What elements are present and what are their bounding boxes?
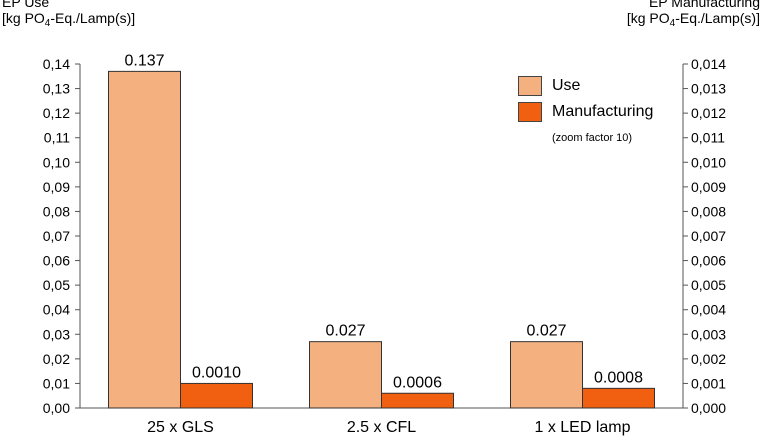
left-axis-title: EP Use [kg PO4-Eq./Lamp(s)]	[2, 0, 135, 32]
left-tick-label: 0,09	[43, 179, 70, 195]
left-tick-label: 0,02	[43, 351, 70, 367]
right-tick-label: 0,008	[691, 203, 726, 219]
left-tick-label: 0,06	[43, 253, 70, 269]
data-label-manufacturing-1: 0.0006	[393, 374, 442, 391]
right-tick-label: 0,013	[691, 81, 726, 97]
left-tick-label: 0,00	[43, 400, 70, 416]
left-tick-label: 0,07	[43, 228, 70, 244]
left-tick-label: 0,11	[44, 130, 70, 146]
right-axis-title-line2: [kg PO4-Eq./Lamp(s)]	[626, 10, 760, 29]
left-tick-label: 0,14	[43, 56, 70, 72]
category-label: 25 x GLS	[147, 419, 214, 436]
data-label-use-1: 0.027	[325, 323, 365, 340]
bar-manufacturing-1	[381, 392, 454, 409]
data-label-manufacturing-2: 0.0008	[594, 369, 643, 386]
right-tick-label: 0,012	[691, 105, 726, 121]
left-tick-label: 0,08	[43, 203, 70, 219]
bar-use-2	[510, 341, 583, 409]
right-tick-label: 0,004	[691, 302, 726, 318]
bar-manufacturing-2	[582, 387, 655, 409]
right-tick-label: 0,003	[691, 326, 726, 342]
right-tick-label: 0,014	[691, 56, 726, 72]
category-label: 2.5 x CFL	[347, 419, 416, 436]
left-tick-label: 0,10	[43, 154, 70, 170]
right-tick-label: 0,009	[691, 179, 726, 195]
data-label-manufacturing-0: 0.0010	[192, 364, 241, 381]
right-axis-title: EP Manufacturing [kg PO4-Eq./Lamp(s)]	[627, 0, 760, 32]
legend-swatch-manufacturing	[518, 102, 542, 122]
left-tick-label: 0,12	[43, 105, 70, 121]
left-tick-label: 0,01	[43, 375, 70, 391]
legend-label-use: Use	[552, 77, 581, 94]
left-tick-label: 0,13	[43, 81, 70, 97]
data-label-use-2: 0.027	[526, 323, 566, 340]
legend-swatch-use	[518, 76, 542, 96]
right-tick-label: 0,011	[691, 130, 725, 146]
data-label-use-0: 0.137	[124, 52, 164, 69]
right-tick-label: 0,001	[691, 375, 726, 391]
left-tick-label: 0,04	[43, 302, 70, 318]
right-tick-label: 0,005	[691, 277, 726, 293]
right-axis-title-line1: EP Manufacturing	[648, 0, 760, 10]
left-axis-title-line1: EP Use	[2, 0, 50, 10]
left-tick-label: 0,05	[43, 277, 70, 293]
bar-manufacturing-0	[180, 382, 253, 409]
right-tick-label: 0,010	[691, 154, 726, 170]
legend-note: (zoom factor 10)	[552, 132, 633, 144]
right-tick-label: 0,006	[691, 253, 726, 269]
legend-label-manufacturing: Manufacturing	[552, 103, 654, 120]
category-label: 1 x LED lamp	[534, 419, 630, 436]
right-tick-label: 0,000	[691, 400, 726, 416]
left-axis-title-line2: [kg PO4-Eq./Lamp(s)]	[2, 10, 136, 29]
right-tick-label: 0,002	[691, 351, 726, 367]
right-tick-label: 0,007	[691, 228, 726, 244]
bar-use-0	[108, 70, 181, 409]
left-tick-label: 0,03	[43, 326, 70, 342]
bar-use-1	[309, 341, 382, 409]
